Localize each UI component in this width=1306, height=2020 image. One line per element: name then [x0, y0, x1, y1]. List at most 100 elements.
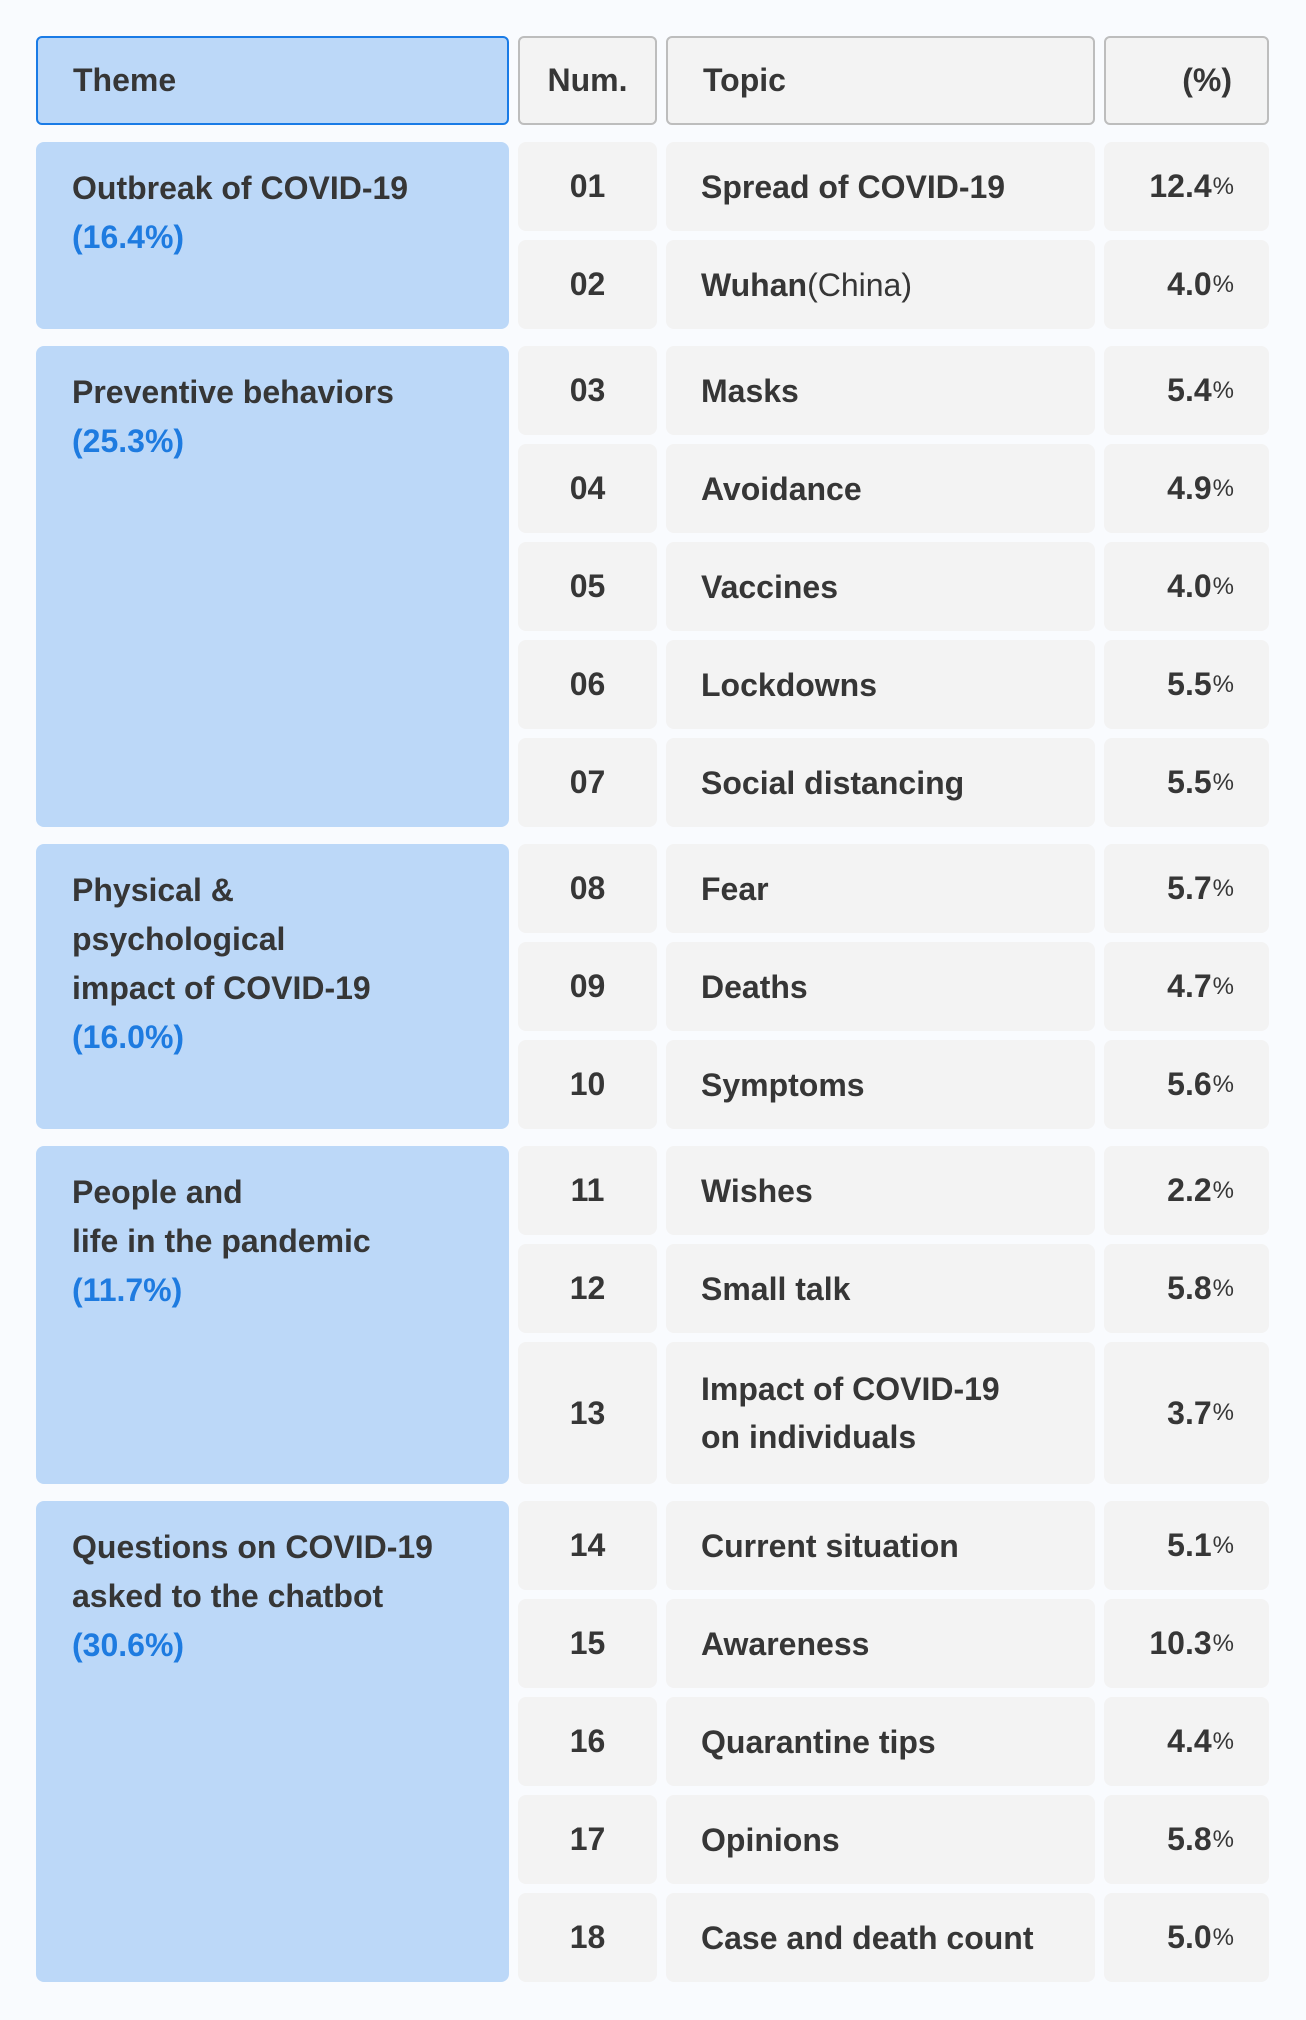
topic-label: Fear	[701, 870, 769, 907]
topic-percent: 5.6%	[1104, 1040, 1269, 1129]
topic-label: Wuhan	[701, 266, 808, 303]
percent-unit: %	[1212, 572, 1234, 600]
topic-name: Avoidance	[666, 444, 1095, 533]
theme-cell: Physical & psychological impact of COVID…	[36, 844, 509, 1129]
topic-extra: (China)	[807, 266, 912, 303]
table-row: 16 Quarantine tips 4.4%	[518, 1697, 1269, 1786]
topic-number: 04	[518, 444, 657, 533]
table-row: 05 Vaccines 4.0%	[518, 542, 1269, 631]
header-topic[interactable]: Topic	[666, 36, 1095, 125]
percent-unit: %	[1212, 376, 1234, 404]
topic-number: 06	[518, 640, 657, 729]
percent-unit: %	[1212, 1399, 1234, 1426]
table-row: 10 Symptoms 5.6%	[518, 1040, 1269, 1129]
theme-percent: (16.0%)	[72, 1019, 185, 1055]
topic-percent: 4.0%	[1104, 542, 1269, 631]
topic-name: Opinions	[666, 1795, 1095, 1884]
topic-name: Small talk	[666, 1244, 1095, 1333]
table-row: 12 Small talk 5.8%	[518, 1244, 1269, 1333]
table-row: 03 Masks 5.4%	[518, 346, 1269, 435]
percent-value: 5.1	[1167, 1527, 1212, 1563]
percent-value: 2.2	[1167, 1172, 1212, 1208]
topic-label: Awareness	[701, 1625, 870, 1662]
percent-value: 4.7	[1167, 968, 1212, 1004]
topic-number: 02	[518, 240, 657, 329]
topic-number: 14	[518, 1501, 657, 1590]
topic-percent: 5.0%	[1104, 1893, 1269, 1982]
topic-label: Impact of COVID-19 on individuals	[701, 1371, 1000, 1455]
percent-value: 3.7	[1167, 1394, 1212, 1431]
table-row: 02 Wuhan (China) 4.0%	[518, 240, 1269, 329]
topic-number: 13	[518, 1342, 657, 1484]
topic-rows: 11 Wishes 2.2% 12 Small talk 5.8% 13 Imp…	[518, 1146, 1269, 1484]
topic-name: Wuhan (China)	[666, 240, 1095, 329]
topic-number: 17	[518, 1795, 657, 1884]
topic-name: Masks	[666, 346, 1095, 435]
table-row: 09 Deaths 4.7%	[518, 942, 1269, 1031]
topic-number: 07	[518, 738, 657, 827]
table-body: Outbreak of COVID-19 (16.4%) 01 Spread o…	[36, 142, 1269, 1982]
percent-unit: %	[1212, 1727, 1234, 1755]
percent-unit: %	[1212, 172, 1234, 200]
percent-value: 5.5	[1167, 764, 1212, 800]
topic-number: 11	[518, 1146, 657, 1235]
table-row: 07 Social distancing 5.5%	[518, 738, 1269, 827]
topic-percent: 2.2%	[1104, 1146, 1269, 1235]
percent-value: 4.9	[1167, 470, 1212, 506]
topic-name: Social distancing	[666, 738, 1095, 827]
percent-unit: %	[1212, 474, 1234, 502]
theme-label: Questions on COVID-19 asked to the chatb…	[72, 1529, 433, 1614]
topic-label: Case and death count	[701, 1919, 1034, 1956]
topic-name: Deaths	[666, 942, 1095, 1031]
header-percent[interactable]: (%)	[1104, 36, 1269, 125]
topic-label: Avoidance	[701, 470, 862, 507]
topic-rows: 03 Masks 5.4% 04 Avoidance 4.9% 05 Vacci…	[518, 346, 1269, 827]
topic-percent: 5.5%	[1104, 738, 1269, 827]
topic-number: 09	[518, 942, 657, 1031]
percent-value: 5.4	[1167, 372, 1212, 408]
header-num[interactable]: Num.	[518, 36, 657, 125]
percent-unit: %	[1212, 1923, 1234, 1951]
topic-number: 16	[518, 1697, 657, 1786]
table-row: 11 Wishes 2.2%	[518, 1146, 1269, 1235]
percent-value: 4.4	[1167, 1723, 1212, 1759]
topic-label: Lockdowns	[701, 666, 878, 703]
topic-label: Vaccines	[701, 568, 838, 605]
topic-number: 01	[518, 142, 657, 231]
table-row: 17 Opinions 5.8%	[518, 1795, 1269, 1884]
percent-unit: %	[1212, 270, 1234, 298]
theme-group: Physical & psychological impact of COVID…	[36, 844, 1269, 1129]
theme-cell: Questions on COVID-19 asked to the chatb…	[36, 1501, 509, 1982]
percent-unit: %	[1212, 972, 1234, 1000]
topic-percent: 5.4%	[1104, 346, 1269, 435]
theme-group: Preventive behaviors (25.3%) 03 Masks 5.…	[36, 346, 1269, 827]
table-row: 18 Case and death count 5.0%	[518, 1893, 1269, 1982]
theme-group: Outbreak of COVID-19 (16.4%) 01 Spread o…	[36, 142, 1269, 329]
table-row: 06 Lockdowns 5.5%	[518, 640, 1269, 729]
topic-name: Fear	[666, 844, 1095, 933]
topic-rows: 01 Spread of COVID-19 12.4% 02 Wuhan (Chi…	[518, 142, 1269, 329]
topic-label: Opinions	[701, 1821, 840, 1858]
topic-percent: 5.8%	[1104, 1795, 1269, 1884]
topic-percent: 10.3%	[1104, 1599, 1269, 1688]
percent-value: 5.8	[1167, 1270, 1212, 1306]
theme-percent: (16.4%)	[72, 219, 185, 255]
topic-percent: 5.8%	[1104, 1244, 1269, 1333]
topic-label: Quarantine tips	[701, 1723, 936, 1760]
theme-cell: Preventive behaviors (25.3%)	[36, 346, 509, 827]
topic-name: Spread of COVID-19	[666, 142, 1095, 231]
topic-percent: 3.7%	[1104, 1342, 1269, 1484]
percent-unit: %	[1212, 1274, 1234, 1302]
topic-name: Impact of COVID-19 on individuals	[666, 1342, 1095, 1484]
percent-unit: %	[1212, 768, 1234, 796]
table-row: 14 Current situation 5.1%	[518, 1501, 1269, 1590]
topic-name: Lockdowns	[666, 640, 1095, 729]
percent-unit: %	[1212, 1070, 1234, 1098]
topic-name: Awareness	[666, 1599, 1095, 1688]
theme-percent: (25.3%)	[72, 423, 185, 459]
topic-name: Wishes	[666, 1146, 1095, 1235]
theme-cell: Outbreak of COVID-19 (16.4%)	[36, 142, 509, 329]
header-theme[interactable]: Theme	[36, 36, 509, 125]
table-row: 04 Avoidance 4.9%	[518, 444, 1269, 533]
topic-label: Current situation	[701, 1527, 959, 1564]
